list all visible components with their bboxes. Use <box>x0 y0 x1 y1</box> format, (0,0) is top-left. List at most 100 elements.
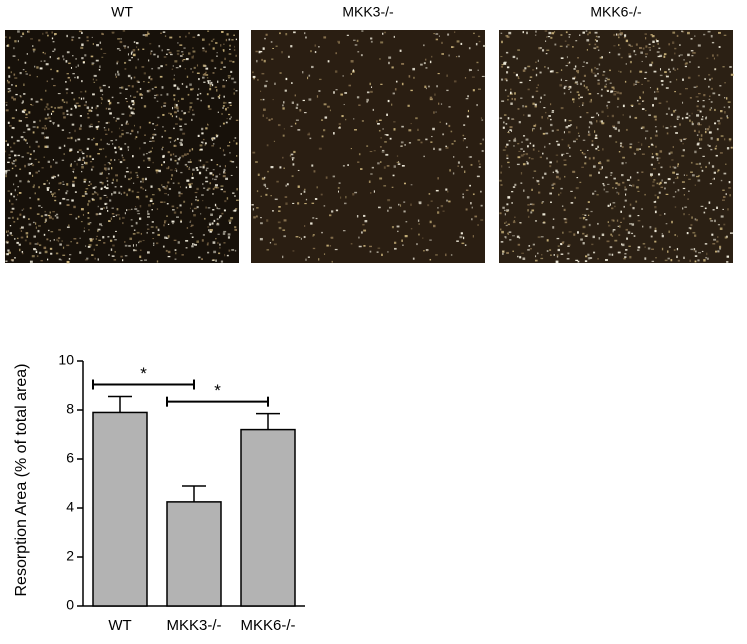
speckle <box>141 97 142 99</box>
speckle <box>370 251 372 253</box>
speckle <box>99 149 102 151</box>
speckle <box>333 132 335 134</box>
speckle <box>157 234 160 236</box>
speckle <box>552 187 554 189</box>
speckle <box>296 120 299 121</box>
speckle <box>178 241 180 243</box>
speckle <box>291 82 292 84</box>
speckle <box>569 62 570 64</box>
speckle <box>64 153 65 155</box>
speckle <box>504 62 507 63</box>
speckle <box>202 183 203 185</box>
speckle <box>68 225 69 227</box>
speckle <box>588 215 589 216</box>
speckle <box>353 118 354 119</box>
speckle <box>113 179 114 181</box>
speckle <box>164 102 167 104</box>
speckle <box>177 87 178 89</box>
speckle <box>685 117 688 119</box>
speckle <box>552 110 554 111</box>
speckle <box>163 202 165 203</box>
speckle <box>130 133 132 135</box>
speckle <box>682 207 683 209</box>
speckle <box>642 154 645 155</box>
speckle <box>87 117 89 119</box>
speckle <box>96 44 99 46</box>
speckle <box>166 250 168 252</box>
speckle <box>42 33 43 35</box>
speckle <box>58 93 61 94</box>
speckle <box>602 148 604 150</box>
speckle <box>709 131 712 133</box>
speckle <box>370 91 373 93</box>
speckle <box>569 231 572 232</box>
speckle <box>623 258 625 260</box>
speckle <box>56 70 58 72</box>
speckle <box>529 157 531 159</box>
speckle <box>283 235 286 237</box>
speckle <box>501 165 502 167</box>
speckle <box>112 97 114 98</box>
speckle <box>19 244 21 246</box>
speckle <box>173 78 174 80</box>
speckle <box>550 255 552 256</box>
speckle <box>454 80 457 82</box>
speckle <box>50 165 52 167</box>
speckle <box>209 182 211 184</box>
speckle <box>292 159 293 161</box>
speckle <box>203 139 205 140</box>
speckle <box>88 110 91 112</box>
speckle <box>275 199 278 200</box>
speckle <box>304 203 306 204</box>
y-tick-label: 0 <box>66 597 74 613</box>
speckle <box>598 172 600 174</box>
speckle <box>8 88 11 89</box>
speckle <box>388 57 391 59</box>
speckle <box>532 96 534 98</box>
speckle <box>156 94 158 96</box>
speckle <box>545 40 546 41</box>
speckle <box>616 34 617 36</box>
speckle <box>223 149 224 151</box>
speckle <box>311 66 314 68</box>
speckle <box>479 166 481 168</box>
speckle <box>175 123 178 125</box>
speckle <box>190 88 192 90</box>
speckle <box>91 169 93 171</box>
speckle <box>573 101 574 103</box>
speckle <box>322 135 324 137</box>
speckle <box>564 164 567 165</box>
speckle <box>358 237 360 239</box>
speckle <box>389 207 392 209</box>
speckle <box>92 194 94 195</box>
speckle <box>10 225 11 226</box>
speckle <box>124 62 126 64</box>
speckle <box>714 58 715 60</box>
speckle <box>37 213 40 214</box>
speckle <box>173 128 174 129</box>
speckle <box>650 87 651 88</box>
speckle <box>221 213 223 215</box>
speckle <box>531 209 534 211</box>
speckle <box>357 161 359 163</box>
speckle <box>176 108 178 109</box>
speckle <box>612 115 614 117</box>
speckle <box>448 201 450 203</box>
speckle <box>576 126 577 128</box>
speckle <box>619 30 621 31</box>
speckle <box>67 114 69 115</box>
speckle <box>74 177 77 179</box>
speckle <box>81 98 82 100</box>
speckle <box>177 138 179 140</box>
speckle <box>619 225 620 227</box>
speckle <box>321 120 323 121</box>
speckle <box>39 252 41 254</box>
speckle <box>33 126 36 127</box>
speckle <box>192 114 194 116</box>
speckle <box>702 170 704 172</box>
speckle <box>374 190 375 192</box>
speckle <box>139 147 140 149</box>
speckle <box>27 53 28 55</box>
speckle <box>44 156 45 158</box>
speckle <box>62 255 65 256</box>
